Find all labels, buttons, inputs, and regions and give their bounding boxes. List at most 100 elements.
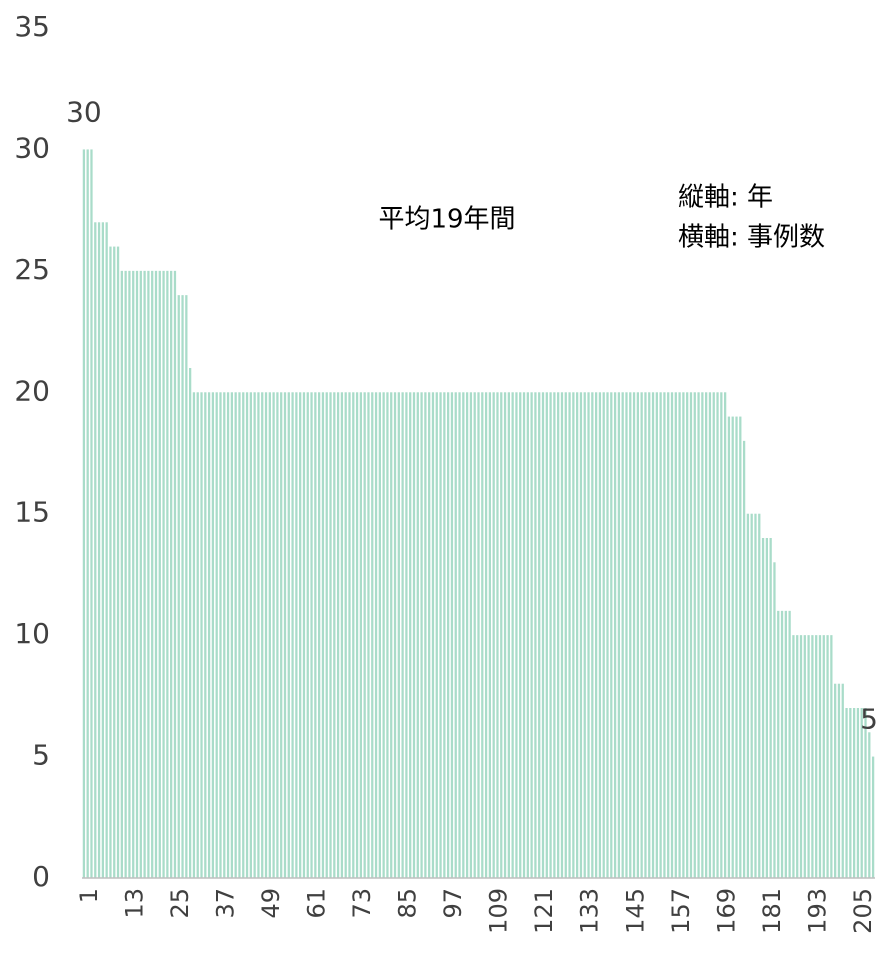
bar [101,222,105,879]
bar [264,392,268,878]
bar [731,416,734,878]
bar [689,392,693,878]
bar [769,538,772,878]
bar [522,392,526,878]
bar [428,392,431,878]
bar [659,392,662,878]
axis-note: 横軸: 事例数 [678,223,825,253]
bar [113,246,116,879]
x-tick-label: 37 [211,888,239,919]
bar [223,392,226,878]
bar [314,392,317,878]
bar [606,392,609,878]
bar [143,270,146,878]
bar [735,416,738,878]
bar [158,270,161,878]
bar [355,392,359,878]
bar [864,708,867,878]
bar [86,149,89,878]
bar [849,708,852,878]
bar [541,392,545,878]
bar [488,392,492,878]
bar [397,392,400,878]
bar [393,392,397,878]
bar [796,635,799,878]
bar [299,392,302,878]
bar [226,392,230,878]
bar [826,635,829,878]
bar [841,683,844,878]
bar [139,270,142,878]
x-tick-label: 49 [257,888,285,919]
bar [109,246,112,879]
bar [765,538,769,878]
bar [742,440,746,878]
bar [405,392,408,878]
bar [834,683,837,878]
bar [701,392,704,878]
bar [686,392,689,878]
bar [318,392,321,878]
bar [503,392,507,878]
bar [723,392,727,878]
bar [185,295,188,879]
bar [594,392,598,878]
y-tick-label: 15 [14,496,50,529]
x-tick-label: 25 [166,888,194,919]
bar [784,610,787,878]
y-tick-label: 10 [14,617,50,650]
bar [409,392,412,878]
bar [807,635,810,878]
bar [151,270,154,878]
bar [625,392,628,878]
y-tick-label: 30 [14,131,50,164]
x-tick-label: 1 [75,888,103,903]
bar [416,392,419,878]
bar [450,392,454,878]
x-tick-label: 157 [667,888,695,934]
bar [579,392,583,878]
bar [572,392,575,878]
bar [336,392,340,878]
bar [868,732,871,878]
bar [204,392,207,878]
bar [412,392,416,878]
bar [591,392,594,878]
bar [576,392,579,878]
x-tick-label: 61 [303,888,331,919]
bar [234,392,237,878]
bar [663,392,666,878]
bar [693,392,696,878]
bar [215,392,218,878]
bar [465,392,469,878]
x-tick-label: 133 [576,888,604,934]
bar [727,416,731,878]
bar [712,392,715,878]
bar [166,270,169,878]
bar [147,270,150,878]
bar [830,635,833,878]
bar [651,392,655,878]
bar [90,149,93,878]
bar [374,392,378,878]
bar [280,392,283,878]
bar [249,392,252,878]
bar [720,392,723,878]
bar [644,392,647,878]
bar [587,392,590,878]
bar [515,392,518,878]
bar [777,610,780,878]
bar [530,392,533,878]
bar [670,392,674,878]
bar [803,635,806,878]
bar [287,392,290,878]
bar [367,392,370,878]
bar [238,392,241,878]
y-tick-label: 25 [14,253,50,286]
bar [310,392,313,878]
bar [295,392,298,878]
bar [82,149,86,878]
y-tick-label: 35 [14,10,50,43]
bar [636,392,639,878]
bar [333,392,336,878]
